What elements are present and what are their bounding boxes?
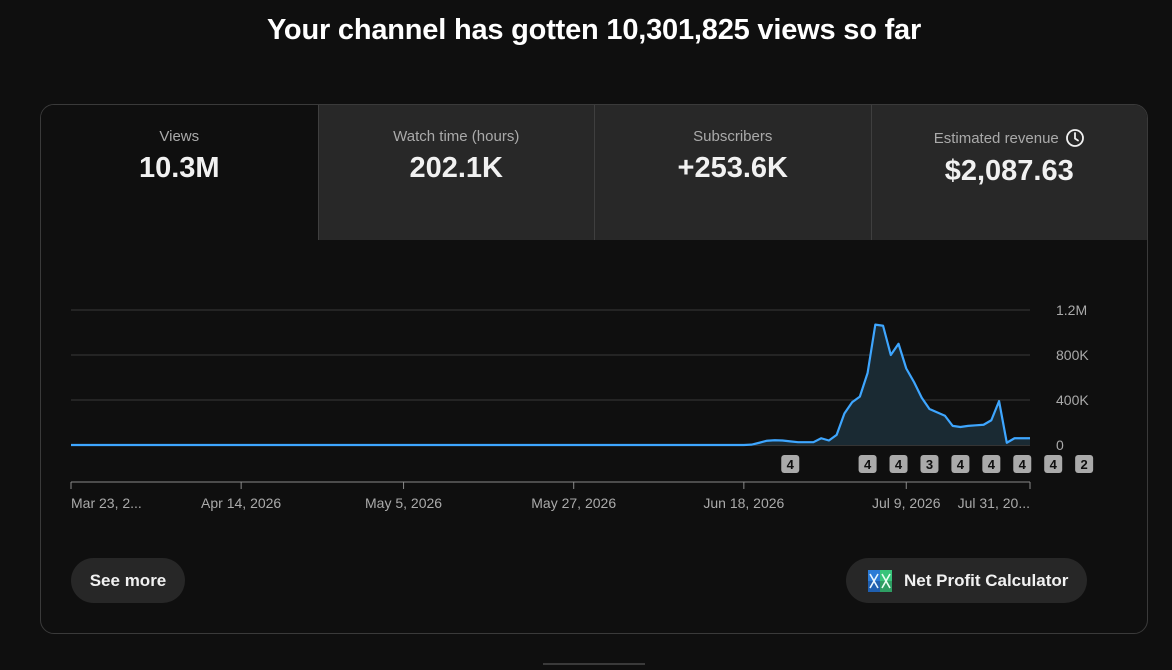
see-more-button[interactable]: See more xyxy=(71,558,185,603)
tab-subscribers-value: +253.6K xyxy=(677,152,788,184)
nexlev-logo-icon xyxy=(868,569,892,592)
tab-views-label: Views xyxy=(159,128,200,145)
tab-watch-time-value: 202.1K xyxy=(409,152,503,184)
net-profit-calculator-label: Net Profit Calculator xyxy=(904,570,1069,590)
analytics-card: Views 10.3M Watch time (hours) 202.1K Su… xyxy=(40,104,1148,634)
tab-revenue-value: $2,087.63 xyxy=(944,155,1074,187)
clock-icon[interactable] xyxy=(1065,128,1085,148)
tab-watch-time[interactable]: Watch time (hours) 202.1K xyxy=(317,105,594,240)
metric-tabs: Views 10.3M Watch time (hours) 202.1K Su… xyxy=(41,105,1147,240)
bottom-scroll-indicator xyxy=(543,663,645,665)
tab-views-value: 10.3M xyxy=(138,152,220,184)
page-headline: Your channel has gotten 10,301,825 views… xyxy=(266,14,922,46)
tab-revenue-label-row: Estimated revenue xyxy=(934,105,1085,148)
net-profit-calculator-button[interactable]: Net Profit Calculator xyxy=(846,558,1087,603)
tab-watch-time-label: Watch time (hours) xyxy=(393,128,520,145)
tab-subscribers-label: Subscribers xyxy=(693,128,773,145)
tab-revenue-label: Estimated revenue xyxy=(933,129,1059,147)
tab-subscribers[interactable]: Subscribers +253.6K xyxy=(594,105,871,240)
tab-views[interactable]: Views 10.3M xyxy=(41,105,318,240)
tab-estimated-revenue[interactable]: Estimated revenue $2,087.63 xyxy=(870,105,1147,240)
